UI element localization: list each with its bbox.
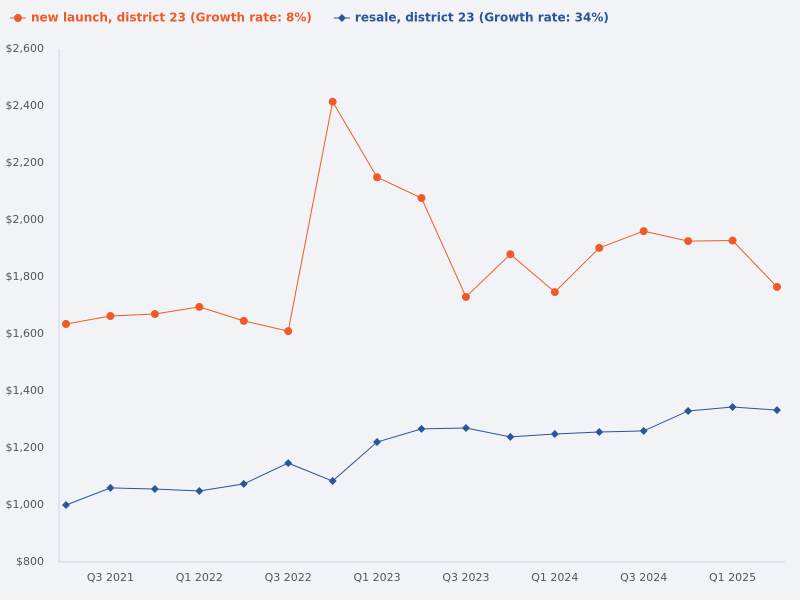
y-tick-label: $800 (16, 555, 44, 568)
x-tick-label: Q3 2024 (620, 571, 667, 584)
point (62, 501, 70, 509)
x-tick-label: Q1 2023 (353, 571, 400, 584)
x-tick-label: Q3 2023 (442, 571, 489, 584)
point (461, 292, 470, 301)
point (328, 477, 337, 486)
point (284, 459, 293, 468)
series-line (65, 406, 778, 506)
point (284, 327, 293, 336)
x-tick-label: Q1 2024 (531, 571, 578, 584)
point (684, 406, 693, 415)
point (595, 243, 604, 252)
legend-item: new launch, district 23 (Growth rate: 8%… (10, 11, 312, 25)
point (550, 288, 559, 297)
y-tick-label: $1,800 (6, 270, 45, 283)
y-tick-label: $2,400 (6, 99, 45, 112)
point (373, 173, 382, 182)
point (150, 310, 159, 319)
point (328, 97, 337, 106)
point (550, 430, 559, 439)
point (62, 320, 70, 329)
x-tick-label: Q3 2021 (87, 571, 134, 584)
y-tick-label: $1,200 (6, 441, 45, 454)
point (106, 483, 115, 492)
point (239, 316, 248, 325)
point (373, 438, 382, 447)
point (239, 479, 248, 488)
legend-label: resale, district 23 (Growth rate: 34%) (355, 11, 609, 25)
y-tick-label: $2,600 (6, 42, 45, 55)
point (639, 227, 648, 236)
point (773, 406, 781, 415)
y-tick-label: $1,600 (6, 327, 45, 340)
point (150, 485, 159, 494)
series-line (65, 100, 778, 332)
point (728, 236, 737, 245)
point (595, 428, 604, 437)
y-tick-label: $1,400 (6, 384, 45, 397)
point (417, 424, 426, 433)
legend-marker (14, 14, 22, 22)
point (417, 194, 426, 203)
point (106, 312, 115, 321)
point (506, 250, 515, 259)
y-tick-label: $2,000 (6, 213, 45, 226)
point (506, 432, 515, 441)
point (728, 402, 737, 411)
x-tick-label: Q1 2022 (176, 571, 223, 584)
point (639, 426, 648, 435)
point (195, 487, 204, 496)
y-tick-label: $1,000 (6, 498, 45, 511)
y-tick-label: $2,200 (6, 156, 45, 169)
legend-item: resale, district 23 (Growth rate: 34%) (333, 11, 609, 25)
legend-label: new launch, district 23 (Growth rate: 8%… (31, 11, 312, 25)
legend-marker (337, 14, 346, 22)
point (195, 302, 204, 311)
x-tick-label: Q1 2025 (709, 571, 756, 584)
x-tick-label: Q3 2022 (265, 571, 312, 584)
point (684, 237, 693, 246)
point (773, 282, 781, 291)
point (461, 424, 470, 433)
